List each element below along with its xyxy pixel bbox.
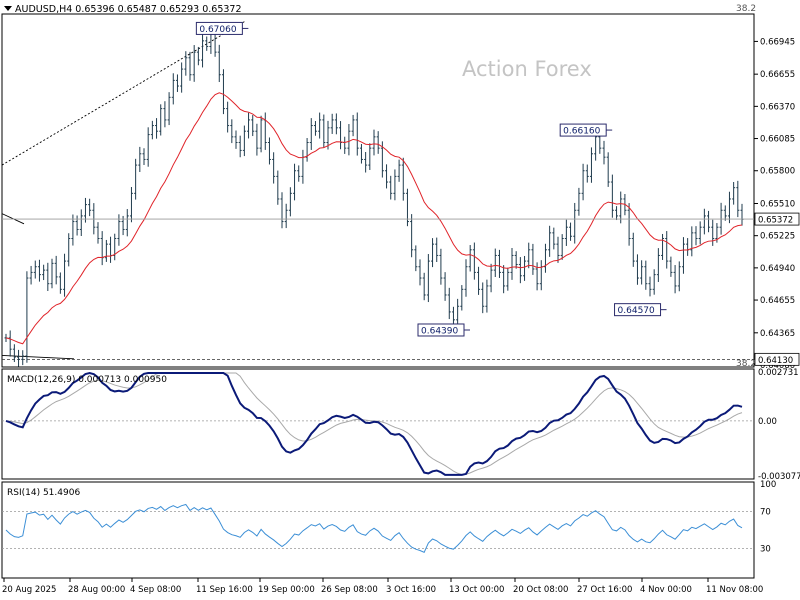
date-tick-label: 28 Aug 00:00	[68, 585, 125, 595]
price-tick-label: 0.64080	[760, 361, 795, 371]
annotation-label: 0.64390	[421, 326, 458, 336]
date-tick-label: 20 Aug 2025	[2, 585, 56, 595]
watermark: Action Forex	[462, 57, 592, 81]
trendline-dashed	[1, 21, 245, 166]
date-tick-label: 13 Oct 00:00	[449, 585, 504, 595]
annotation-label: 0.66160	[563, 127, 600, 137]
fib-price-box	[754, 352, 800, 366]
date-tick-label: 11 Sep 16:00	[196, 585, 253, 595]
price-tick-label: 0.66085	[760, 135, 795, 145]
date-tick-label: 27 Oct 16:00	[577, 585, 632, 595]
date-tick-label: 4 Nov 00:00	[640, 585, 692, 595]
price-tick-label: 0.65225	[760, 232, 795, 242]
rsi-tick-label: 100	[760, 480, 776, 490]
date-tick-label: 19 Sep 00:00	[258, 585, 315, 595]
annotation-box	[559, 123, 607, 137]
current-price-box	[754, 212, 800, 226]
macd-tick-label: 0.002731	[758, 368, 799, 378]
rsi-panel-frame	[1, 481, 755, 579]
macd-panel-frame	[1, 368, 755, 480]
price-tick-label: 0.64940	[760, 264, 795, 274]
price-panel-frame	[1, 13, 755, 368]
price-tick-label: 0.64655	[760, 296, 795, 306]
date-tick-label: 3 Oct 16:00	[386, 585, 436, 595]
date-tick-label: 26 Sep 08:00	[321, 585, 378, 595]
macd-tick-label: -0.003077	[758, 472, 800, 482]
axis-layer: 0.66945 0.66655 0.66370 0.66085 0.65800 0.655…	[2, 37, 800, 595]
rsi-layer	[2, 503, 754, 554]
price-tick-label: 0.66945	[760, 37, 795, 47]
price-tick-label: 0.66655	[760, 70, 795, 80]
macd-line	[5, 371, 743, 476]
annotation-label: 0.67060	[199, 25, 236, 35]
fib-label-top: 38.2	[736, 4, 756, 14]
current-price-label: 0.65372	[758, 216, 793, 226]
macd-label: MACD(12,26,9) 0.000713 0.000950	[7, 375, 167, 385]
annotation-box	[195, 21, 243, 35]
rsi-label: RSI(14) 51.4906	[7, 488, 80, 498]
annotation-box	[417, 323, 465, 337]
price-tick-label: 0.65510	[760, 199, 795, 209]
date-tick-label: 20 Oct 08:00	[513, 585, 568, 595]
price-tick-label: 0.65800	[760, 167, 795, 177]
date-tick-label: 4 Sep 08:00	[130, 585, 181, 595]
annotation-box	[614, 303, 662, 317]
rsi-tick-label: 30	[760, 544, 771, 554]
macd-layer	[2, 371, 754, 476]
price-layer: 0.67060 0.64390 0.66160 0.64570	[1, 21, 754, 367]
symbol-info: AUDUSD,H4 0.65396 0.65487 0.65293 0.6537…	[15, 4, 242, 15]
price-tick-label: 0.66370	[760, 102, 795, 112]
fib-price-label: 0.64130	[758, 356, 793, 366]
rsi-line	[5, 503, 743, 554]
fib-label-bottom: 38.2	[736, 359, 756, 369]
dropdown-triangle-icon[interactable]	[4, 6, 12, 11]
moving-average-line	[5, 92, 743, 345]
rsi-tick-label: 70	[760, 508, 771, 518]
annotation-label: 0.64570	[618, 306, 655, 316]
trendline-base	[1, 354, 75, 360]
price-tick-label: 0.64365	[760, 329, 795, 339]
date-tick-label: 11 Nov 08:00	[706, 585, 763, 595]
macd-tick-label: 0.00	[758, 417, 777, 427]
macd-signal-line	[5, 372, 743, 476]
